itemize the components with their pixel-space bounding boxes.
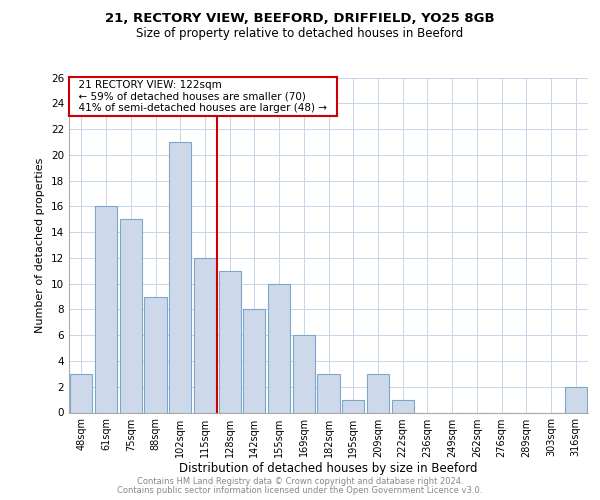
Bar [119, 219, 142, 412]
Bar [293, 335, 315, 412]
Bar [317, 374, 340, 412]
Bar [392, 400, 414, 412]
Bar [70, 374, 92, 412]
Text: Contains HM Land Registry data © Crown copyright and database right 2024.: Contains HM Land Registry data © Crown c… [137, 477, 463, 486]
Bar [218, 271, 241, 412]
Bar [169, 142, 191, 412]
Y-axis label: Number of detached properties: Number of detached properties [35, 158, 46, 332]
Bar [145, 296, 167, 412]
Text: Contains public sector information licensed under the Open Government Licence v3: Contains public sector information licen… [118, 486, 482, 495]
Bar [342, 400, 364, 412]
Text: 21 RECTORY VIEW: 122sqm
  ← 59% of detached houses are smaller (70)
  41% of sem: 21 RECTORY VIEW: 122sqm ← 59% of detache… [72, 80, 334, 114]
Bar [565, 386, 587, 412]
Bar [243, 310, 265, 412]
Bar [194, 258, 216, 412]
Text: 21, RECTORY VIEW, BEEFORD, DRIFFIELD, YO25 8GB: 21, RECTORY VIEW, BEEFORD, DRIFFIELD, YO… [105, 12, 495, 26]
Bar [95, 206, 117, 412]
Bar [367, 374, 389, 412]
Text: Size of property relative to detached houses in Beeford: Size of property relative to detached ho… [136, 28, 464, 40]
X-axis label: Distribution of detached houses by size in Beeford: Distribution of detached houses by size … [179, 462, 478, 475]
Bar [268, 284, 290, 412]
